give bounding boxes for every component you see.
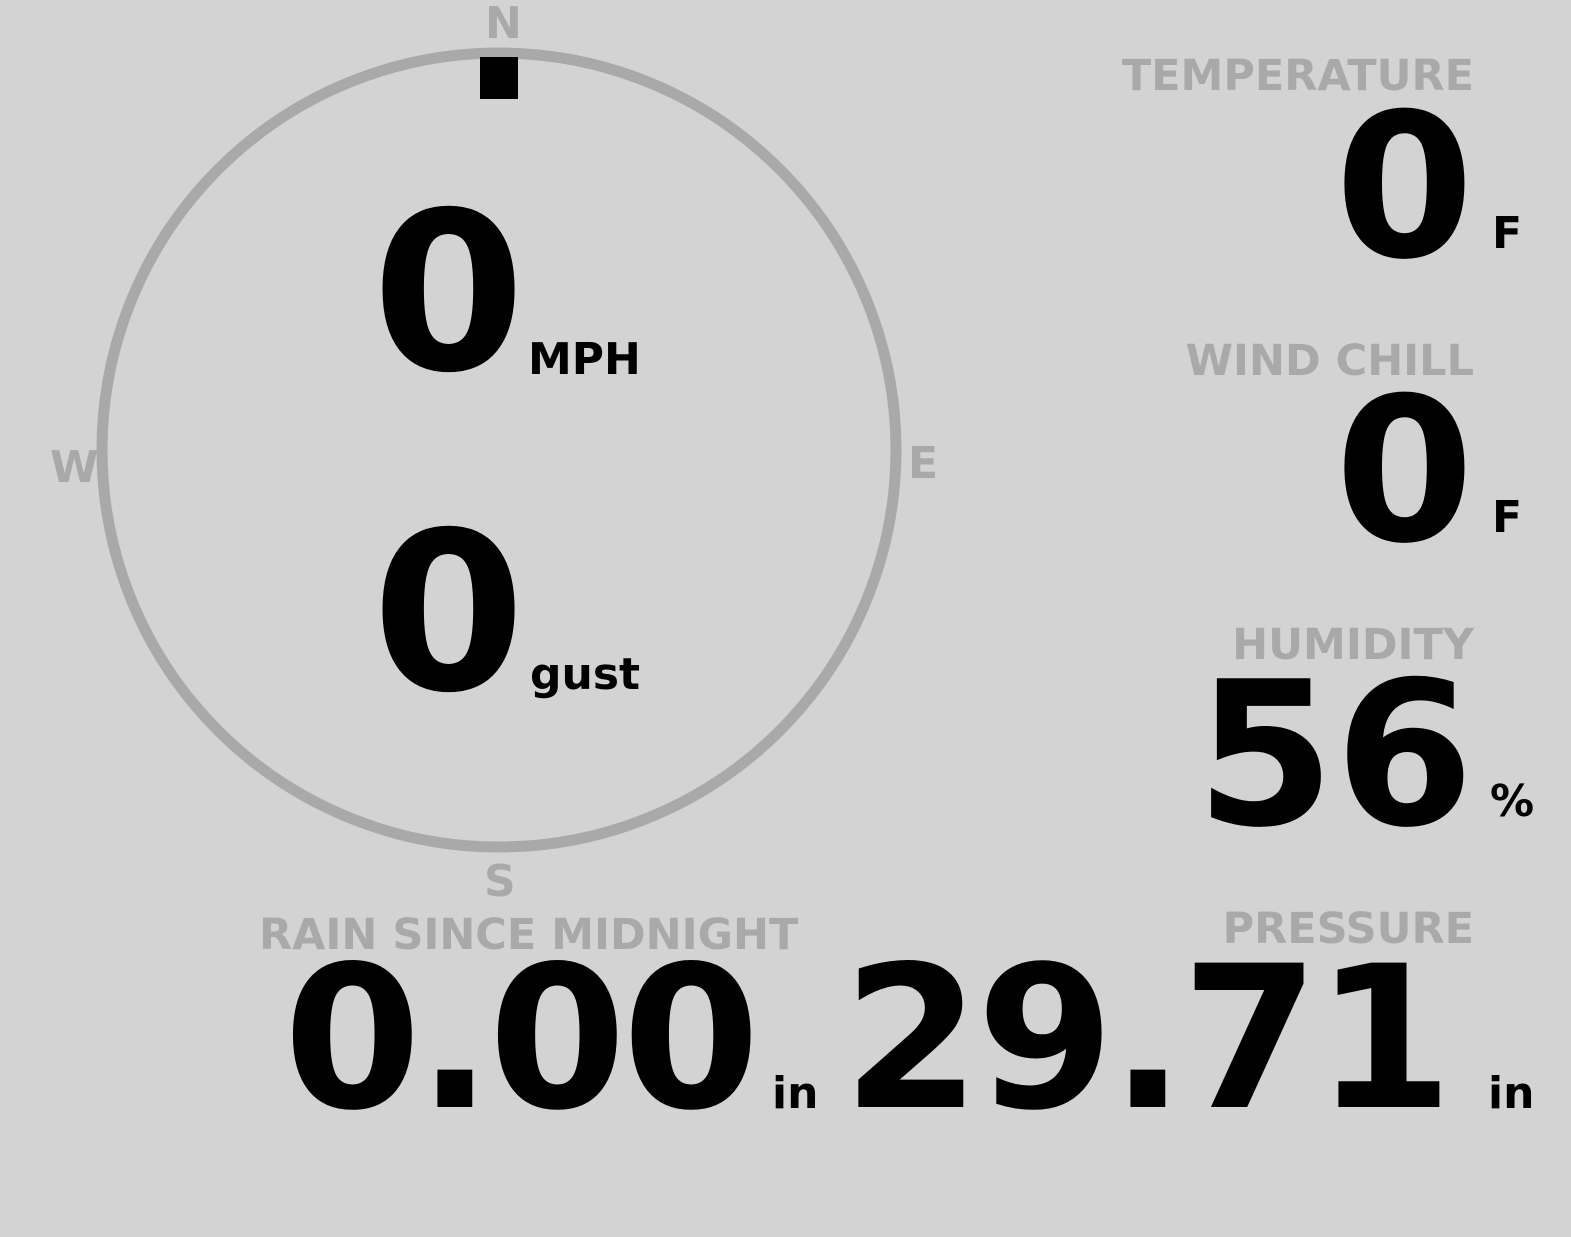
rain-unit: in	[772, 1068, 819, 1119]
pressure-value: 29.71	[842, 923, 1453, 1154]
rain-label: RAIN SINCE MIDNIGHT	[259, 910, 799, 960]
pressure-label: PRESSURE	[1222, 904, 1474, 954]
compass-east-label: E	[908, 438, 939, 489]
temperature-value: 0	[1334, 71, 1474, 304]
wind-chill-unit: F	[1492, 492, 1523, 543]
gust-value: 0	[372, 485, 526, 741]
wind-speed-unit: MPH	[528, 334, 641, 385]
wind-chill-label: WIND CHILL	[1185, 336, 1474, 386]
wind-chill-value: 0	[1334, 355, 1474, 588]
compass-west-label: W	[50, 442, 99, 493]
rain-value: 0.00	[283, 923, 760, 1154]
humidity-value: 56	[1195, 639, 1474, 872]
compass-north-label: N	[485, 0, 522, 49]
compass-south-label: S	[484, 856, 516, 907]
wind-speed-value: 0	[372, 165, 526, 421]
pressure-unit: in	[1488, 1068, 1535, 1119]
temperature-unit: F	[1492, 208, 1523, 259]
compass-ring	[96, 47, 902, 853]
wind-direction-marker	[480, 57, 518, 99]
humidity-unit: %	[1490, 776, 1535, 827]
compass-dial	[96, 47, 902, 853]
humidity-label: HUMIDITY	[1232, 620, 1474, 670]
temperature-label: TEMPERATURE	[1121, 51, 1474, 101]
gust-unit: gust	[530, 649, 641, 700]
